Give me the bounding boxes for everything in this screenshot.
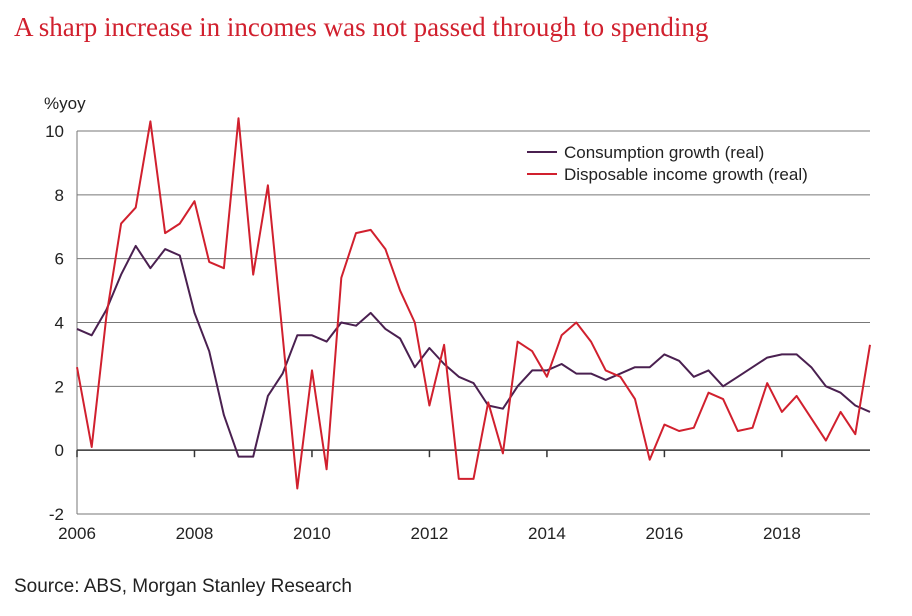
y-tick-label: -2 xyxy=(49,505,64,524)
x-tick-labels: 2006 2008 2010 2012 2014 2016 2018 xyxy=(58,524,801,543)
legend: Consumption growth (real) Disposable inco… xyxy=(527,143,808,184)
x-tick-label: 2006 xyxy=(58,524,96,543)
x-tick-label: 2014 xyxy=(528,524,566,543)
source-note: Source: ABS, Morgan Stanley Research xyxy=(14,576,352,598)
x-tick-label: 2018 xyxy=(763,524,801,543)
y-tick-label: 0 xyxy=(55,441,64,460)
x-tick-label: 2016 xyxy=(645,524,683,543)
y-tick-label: 8 xyxy=(55,186,64,205)
x-tick-label: 2008 xyxy=(176,524,214,543)
x-tick-label: 2010 xyxy=(293,524,331,543)
gridlines xyxy=(77,131,870,514)
y-tick-label: 4 xyxy=(55,314,64,333)
x-tick-label: 2012 xyxy=(411,524,449,543)
legend-label: Disposable income growth (real) xyxy=(564,165,808,184)
legend-label: Consumption growth (real) xyxy=(564,143,764,162)
y-tick-labels: -2 0 2 4 6 8 10 xyxy=(45,122,64,524)
y-tick-label: 10 xyxy=(45,122,64,141)
y-axis-label: %yoy xyxy=(44,94,86,113)
line-chart: -2 0 2 4 6 8 10 2006 2008 2010 2012 2014 2016 2018 %… xyxy=(0,0,912,570)
y-tick-label: 2 xyxy=(55,377,64,396)
y-tick-label: 6 xyxy=(55,250,64,269)
series-line-0 xyxy=(77,246,870,457)
